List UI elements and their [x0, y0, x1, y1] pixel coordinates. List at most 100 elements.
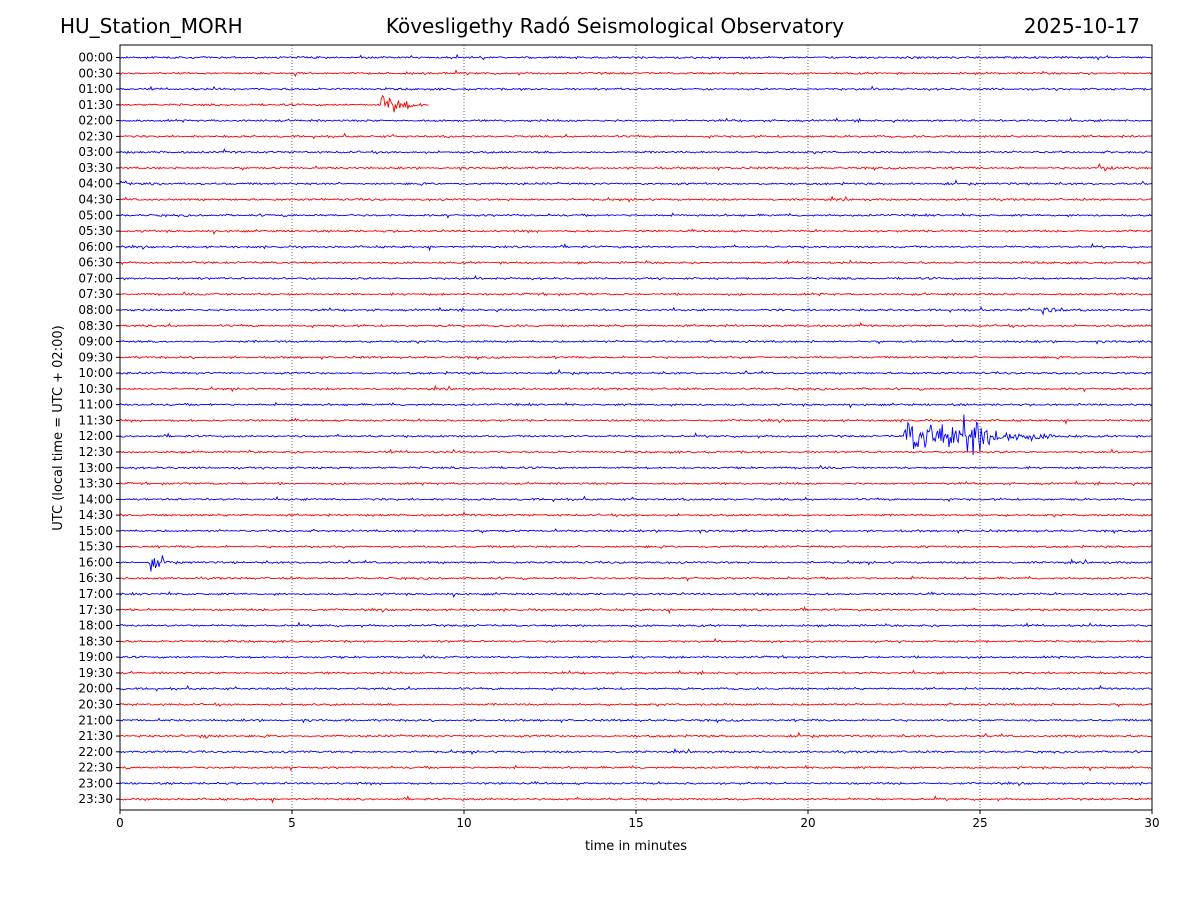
y-tick-label: 11:30 — [78, 413, 113, 427]
y-tick-label: 06:30 — [78, 256, 113, 270]
x-tick-label: 25 — [972, 816, 987, 830]
trace-0230 — [119, 132, 1153, 140]
y-tick-label: 02:30 — [78, 129, 113, 143]
trace-2130 — [119, 731, 1153, 739]
y-tick-label: 07:00 — [78, 271, 113, 285]
trace-0300 — [119, 148, 1153, 155]
trace-2330 — [119, 795, 1153, 804]
y-tick-label: 11:00 — [78, 398, 113, 412]
y-tick-label: 21:00 — [78, 713, 113, 727]
y-tick-label: 10:00 — [78, 366, 113, 380]
y-tick-label: 01:00 — [78, 82, 113, 96]
trace-2100 — [119, 717, 1153, 724]
trace-1630 — [120, 575, 1153, 582]
y-tick-label: 17:30 — [78, 603, 113, 617]
trace-0000 — [120, 53, 1153, 61]
trace-0030 — [119, 69, 1153, 78]
y-tick-label: 16:00 — [78, 555, 113, 569]
y-tick-label: 22:30 — [78, 761, 113, 775]
trace-0530 — [119, 228, 1153, 236]
y-tick-label: 03:30 — [78, 161, 113, 175]
y-tick-label: 23:00 — [78, 776, 113, 790]
trace-0830 — [119, 321, 1153, 329]
trace-1500 — [119, 528, 1153, 535]
trace-1100 — [119, 401, 1153, 409]
y-tick-label: 08:00 — [78, 303, 113, 317]
x-tick-label: 15 — [628, 816, 643, 830]
y-tick-label: 22:00 — [78, 745, 113, 759]
y-tick-label: 04:00 — [78, 177, 113, 191]
trace-0200 — [119, 117, 1153, 124]
chart-date: 2025-10-17 — [1023, 14, 1140, 38]
y-tick-label: 03:00 — [78, 145, 113, 159]
trace-1230 — [119, 448, 1153, 455]
trace-1900 — [119, 654, 1153, 660]
y-axis-label: UTC (local time = UTC + 02:00) — [51, 325, 66, 530]
grid — [291, 45, 981, 810]
y-tick-label: 04:30 — [78, 193, 113, 207]
trace-1330 — [119, 480, 1153, 487]
trace-0800 — [119, 306, 1153, 316]
trace-1800 — [119, 621, 1152, 629]
trace-2200 — [119, 747, 1153, 756]
trace-2030 — [119, 702, 1153, 708]
trace-1730 — [119, 605, 1153, 615]
trace-1600 — [119, 555, 1153, 572]
traces — [119, 53, 1153, 804]
trace-0930 — [119, 355, 1153, 361]
x-tick-label: 5 — [288, 816, 296, 830]
y-tick-label: 08:30 — [78, 319, 113, 333]
y-tick-label: 05:30 — [78, 224, 113, 238]
y-tick-label: 02:00 — [78, 114, 113, 128]
y-tick-label: 17:00 — [78, 587, 113, 601]
x-axis-label: time in minutes — [585, 839, 687, 854]
y-tick-label: 05:00 — [78, 208, 113, 222]
y-tick-label: 09:00 — [78, 335, 113, 349]
trace-0330 — [119, 162, 1153, 172]
y-tick-label: 23:30 — [78, 792, 113, 806]
y-tick-label: 15:30 — [78, 540, 113, 554]
y-tick-label: 15:00 — [78, 524, 113, 538]
trace-0630 — [120, 259, 1153, 266]
y-tick-label: 13:30 — [78, 477, 113, 491]
y-tick-label: 10:30 — [78, 382, 113, 396]
x-tick-label: 20 — [800, 816, 815, 830]
y-tick-label: 21:30 — [78, 729, 113, 743]
x-tick-label: 10 — [456, 816, 471, 830]
trace-1930 — [119, 669, 1153, 676]
trace-0130 — [119, 94, 429, 113]
chart-title: Kövesligethy Radó Seismological Observat… — [385, 14, 845, 38]
y-tick-label: 09:30 — [78, 350, 113, 364]
trace-1400 — [119, 495, 1153, 503]
y-tick-label: 18:00 — [78, 619, 113, 633]
trace-0700 — [119, 274, 1152, 281]
trace-1000 — [119, 368, 1153, 376]
trace-1300 — [119, 464, 1153, 470]
trace-2230 — [119, 764, 1153, 772]
y-tick-label: 00:30 — [78, 66, 113, 80]
trace-0900 — [119, 338, 1153, 345]
trace-1130 — [119, 417, 1153, 425]
trace-2300 — [119, 780, 1153, 787]
y-tick-label: 00:00 — [78, 51, 113, 65]
y-tick-label: 20:30 — [78, 697, 113, 711]
trace-1530 — [119, 544, 1153, 549]
x-axis: 0 5 10 15 20 25 30 — [116, 810, 1160, 830]
x-tick-label: 0 — [116, 816, 124, 830]
y-tick-label: 19:30 — [78, 666, 113, 680]
trace-1030 — [119, 384, 1153, 393]
x-tick-label: 30 — [1144, 816, 1159, 830]
y-tick-label: 14:00 — [78, 492, 113, 506]
y-tick-label: 07:30 — [78, 287, 113, 301]
trace-0500 — [119, 212, 1153, 219]
y-tick-label: 14:30 — [78, 508, 113, 522]
trace-1830 — [119, 637, 1153, 644]
station-name: HU_Station_MORH — [60, 14, 243, 38]
trace-0400 — [119, 179, 1153, 187]
y-tick-label: 13:00 — [78, 461, 113, 475]
y-tick-label: 19:00 — [78, 650, 113, 664]
trace-0600 — [119, 242, 1153, 252]
y-tick-label: 12:30 — [78, 445, 113, 459]
